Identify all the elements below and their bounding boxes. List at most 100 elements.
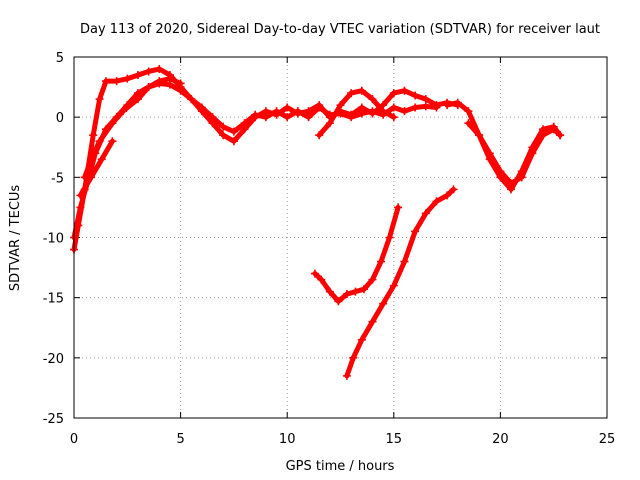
y-tick-label: -5 — [51, 171, 64, 186]
data-point — [293, 107, 302, 116]
data-point — [368, 95, 377, 104]
data-point — [389, 281, 398, 290]
series-line — [465, 120, 563, 192]
data-point — [379, 107, 388, 116]
data-point — [351, 287, 360, 296]
data-point — [496, 173, 505, 182]
data-point — [197, 103, 206, 112]
data-point — [342, 290, 351, 299]
data-point — [517, 167, 526, 176]
x-tick-label: 0 — [70, 432, 78, 447]
data-point — [95, 137, 104, 146]
data-point — [133, 71, 142, 80]
data-point — [421, 209, 430, 218]
data-point — [229, 137, 238, 146]
data-point — [349, 353, 358, 362]
data-point — [176, 86, 185, 95]
series-track-5 — [315, 86, 398, 140]
data-point — [155, 65, 164, 74]
data-point — [400, 107, 409, 116]
data-point — [347, 113, 356, 122]
series-track-1 — [70, 65, 462, 254]
data-point — [453, 98, 462, 107]
x-tick-label: 5 — [176, 432, 184, 447]
data-point — [325, 287, 334, 296]
series-track-8 — [310, 203, 403, 306]
x-tick-label: 20 — [492, 432, 509, 447]
series-line — [316, 88, 397, 138]
plot-frame — [73, 56, 608, 419]
data-point — [485, 155, 494, 164]
data-point — [421, 102, 430, 111]
x-tick-label: 10 — [279, 432, 296, 447]
data-point — [389, 103, 398, 112]
y-tick-label: -25 — [43, 412, 64, 427]
data-point — [261, 113, 270, 122]
data-point — [432, 103, 441, 112]
data-point — [528, 143, 537, 152]
data-point — [272, 107, 281, 116]
series-track-9 — [342, 185, 458, 380]
data-point — [507, 185, 516, 194]
series-track-4 — [76, 137, 117, 200]
data-point — [119, 107, 128, 116]
data-point — [108, 119, 117, 128]
data-point — [336, 101, 345, 110]
data-point — [377, 257, 386, 266]
x-axis-label: GPS time / hours — [286, 459, 395, 474]
data-point — [368, 317, 377, 326]
data-point — [229, 127, 238, 136]
data-point — [165, 74, 174, 83]
data-point — [549, 122, 558, 131]
data-point — [325, 119, 334, 128]
data-point — [368, 275, 377, 284]
data-point — [112, 77, 121, 86]
axis-ticks: 0 5 10 15 20 25 -25 -20 -15 -10 -5 0 5 — [43, 51, 616, 447]
data-point — [334, 297, 343, 306]
data-point — [123, 74, 132, 83]
data-point — [539, 125, 548, 134]
data-point — [219, 122, 228, 131]
data-point — [310, 269, 319, 278]
data-point — [89, 131, 98, 140]
data-point — [357, 335, 366, 344]
data-point — [304, 113, 313, 122]
data-point — [389, 89, 398, 98]
data-point — [556, 131, 565, 140]
data-point — [208, 113, 217, 122]
data-point — [283, 113, 292, 122]
data-point — [283, 103, 292, 112]
data-point — [87, 155, 96, 164]
data-point — [359, 285, 368, 294]
data-point — [421, 95, 430, 104]
data-point — [176, 79, 185, 88]
data-point — [97, 155, 106, 164]
data-point — [449, 185, 458, 194]
data-point — [95, 95, 104, 104]
data-point — [187, 95, 196, 104]
data-point — [108, 137, 117, 146]
data-point — [342, 371, 351, 380]
data-point — [317, 275, 326, 284]
data-point — [394, 203, 403, 212]
chart-title: Day 113 of 2020, Sidereal Day-to-day VTE… — [80, 22, 600, 37]
y-tick-label: -15 — [43, 292, 64, 307]
data-point — [432, 197, 441, 206]
data-series — [70, 65, 565, 380]
data-point — [411, 227, 420, 236]
data-point — [240, 119, 249, 128]
data-point — [464, 119, 473, 128]
data-point — [357, 109, 366, 118]
data-point — [357, 86, 366, 95]
series-line — [77, 138, 115, 198]
data-point — [443, 101, 452, 110]
series-line — [82, 76, 184, 180]
data-point — [389, 113, 398, 122]
data-point — [411, 103, 420, 112]
series-line — [71, 66, 461, 252]
data-point — [87, 173, 96, 182]
x-tick-label: 25 — [599, 432, 616, 447]
data-point — [133, 95, 142, 104]
data-point — [315, 103, 324, 112]
